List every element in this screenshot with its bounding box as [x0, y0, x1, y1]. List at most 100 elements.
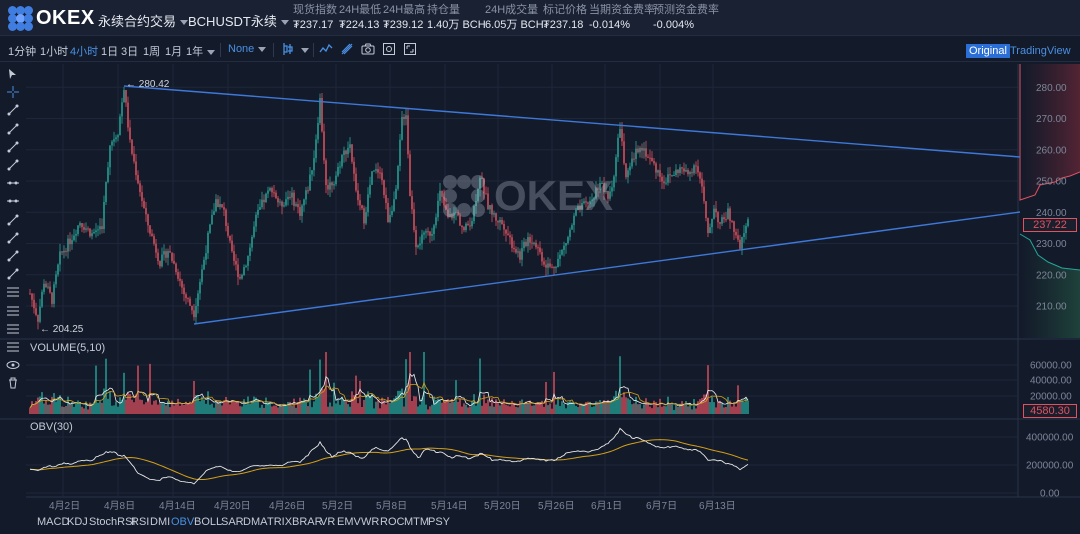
volume-bar — [733, 403, 735, 414]
candle-body — [61, 251, 63, 253]
volume-bar — [583, 405, 585, 414]
price-range-icon[interactable] — [6, 250, 20, 262]
candle-body — [93, 232, 95, 234]
indicator-roc[interactable]: ROC — [380, 516, 405, 528]
candle-body — [71, 240, 73, 245]
volume-bar — [321, 387, 323, 414]
volume-bar — [729, 400, 731, 414]
indicator-sar[interactable]: SAR — [221, 516, 244, 528]
indicator-psy[interactable]: PSY — [428, 516, 451, 528]
interval-1h[interactable]: 1小时 — [40, 46, 69, 58]
indicator-vr[interactable]: VR — [320, 516, 336, 528]
volume-bar — [507, 405, 509, 414]
volume-bar — [99, 401, 101, 414]
gann-icon[interactable] — [6, 323, 20, 335]
candle-body — [493, 213, 495, 215]
indicator-obv[interactable]: OBV — [171, 516, 195, 528]
volume-bar — [237, 400, 239, 414]
indicator-brar[interactable]: BRAR — [292, 516, 323, 528]
horizontal-line-icon[interactable] — [6, 177, 20, 189]
candle-body — [47, 286, 49, 288]
ask-depth-line — [1019, 64, 1080, 201]
candle-body — [69, 238, 71, 245]
volume-bar — [591, 407, 593, 414]
eye-icon[interactable] — [6, 359, 20, 371]
price-tick-label: 230.00 — [1036, 239, 1067, 250]
volume-bar — [97, 402, 99, 414]
vertical-line-icon[interactable] — [6, 232, 20, 244]
interval-1w[interactable]: 1周 — [143, 46, 161, 58]
volume-bar — [457, 401, 459, 414]
stat-spot-index: 现货指数 ₮237.17 — [293, 4, 337, 31]
indicator-kdj[interactable]: KDJ — [67, 516, 88, 528]
indicator-emv[interactable]: EMV — [337, 516, 361, 528]
segment-icon[interactable] — [6, 159, 20, 171]
indicator-dma[interactable]: DMA — [243, 516, 268, 528]
camera-icon[interactable] — [361, 42, 375, 56]
style-select[interactable]: None — [228, 43, 267, 55]
product-select[interactable]: 永续合约交易 — [98, 11, 189, 30]
interval-4h[interactable]: 4小时 — [70, 46, 99, 58]
fib-fan-icon[interactable] — [6, 305, 20, 317]
trash-icon[interactable] — [6, 377, 20, 389]
candle-body — [471, 221, 473, 227]
indicator-trix[interactable]: TRIX — [267, 516, 293, 528]
drawing-icon[interactable] — [340, 42, 354, 56]
candle-body — [325, 160, 327, 186]
chevron-down-icon[interactable] — [301, 48, 309, 53]
volume-bar — [525, 401, 527, 414]
okex-logo[interactable]: OKEX — [8, 6, 95, 31]
volume-bar — [137, 365, 139, 414]
volume-bar — [363, 399, 365, 414]
candle-body — [335, 175, 337, 185]
indicator-mtm[interactable]: MTM — [404, 516, 430, 528]
settings-icon[interactable] — [382, 42, 396, 56]
trend-line-icon[interactable] — [6, 104, 20, 116]
candle-body — [317, 123, 319, 140]
interval-1y-select[interactable]: 1年 — [186, 43, 216, 59]
volume-bar — [669, 403, 671, 414]
indicator-stochrsi[interactable]: StochRSI — [89, 516, 136, 528]
indicator-boll[interactable]: BOLL — [194, 516, 223, 528]
cursor-icon[interactable] — [6, 68, 20, 80]
okex-watermark-icon — [443, 175, 485, 217]
fullscreen-icon[interactable] — [403, 42, 417, 56]
time-tick-label: 4月14日 — [159, 500, 196, 512]
candle-body — [653, 161, 655, 164]
candle-body — [205, 253, 207, 260]
volume-bar — [61, 406, 63, 414]
interval-1m[interactable]: 1分钟 — [8, 46, 37, 58]
interval-3d[interactable]: 3日 — [121, 46, 139, 58]
candle-body — [647, 156, 649, 158]
indicator-rsi[interactable]: RSI — [131, 516, 150, 528]
interval-1d[interactable]: 1日 — [101, 46, 119, 58]
candle-body — [103, 201, 105, 230]
candle-type-icon[interactable] — [280, 42, 294, 56]
candle-body — [465, 223, 467, 231]
candle-body — [237, 264, 239, 278]
volume-bar — [585, 402, 587, 414]
horizontal-ray-icon[interactable] — [6, 195, 20, 207]
view-tradingview-button[interactable]: TradingView — [1010, 45, 1071, 57]
crosshair-icon[interactable] — [6, 86, 20, 99]
parallel-channel-icon[interactable] — [6, 214, 20, 226]
pitchfork-icon[interactable] — [6, 268, 20, 280]
candle-body — [191, 305, 193, 311]
measure-icon[interactable] — [6, 341, 20, 353]
interval-1mo[interactable]: 1月 — [165, 46, 183, 58]
indicator-icon[interactable] — [319, 42, 333, 56]
volume-bar — [497, 403, 499, 414]
symbol-select[interactable]: BCHUSDT永续 — [188, 11, 289, 30]
extended-line-icon[interactable] — [6, 141, 20, 153]
indicator-dmi[interactable]: DMI — [150, 516, 171, 528]
fibonacci-icon[interactable] — [6, 286, 20, 298]
indicator-wr[interactable]: WR — [361, 516, 380, 528]
volume-bar — [357, 403, 359, 414]
view-original-button[interactable]: Original — [966, 44, 1010, 58]
candle-body — [715, 208, 717, 213]
indicator-macd[interactable]: MACD — [37, 516, 70, 528]
volume-bar — [731, 406, 733, 414]
ray-icon[interactable] — [6, 123, 20, 135]
volume-bar — [193, 380, 195, 414]
